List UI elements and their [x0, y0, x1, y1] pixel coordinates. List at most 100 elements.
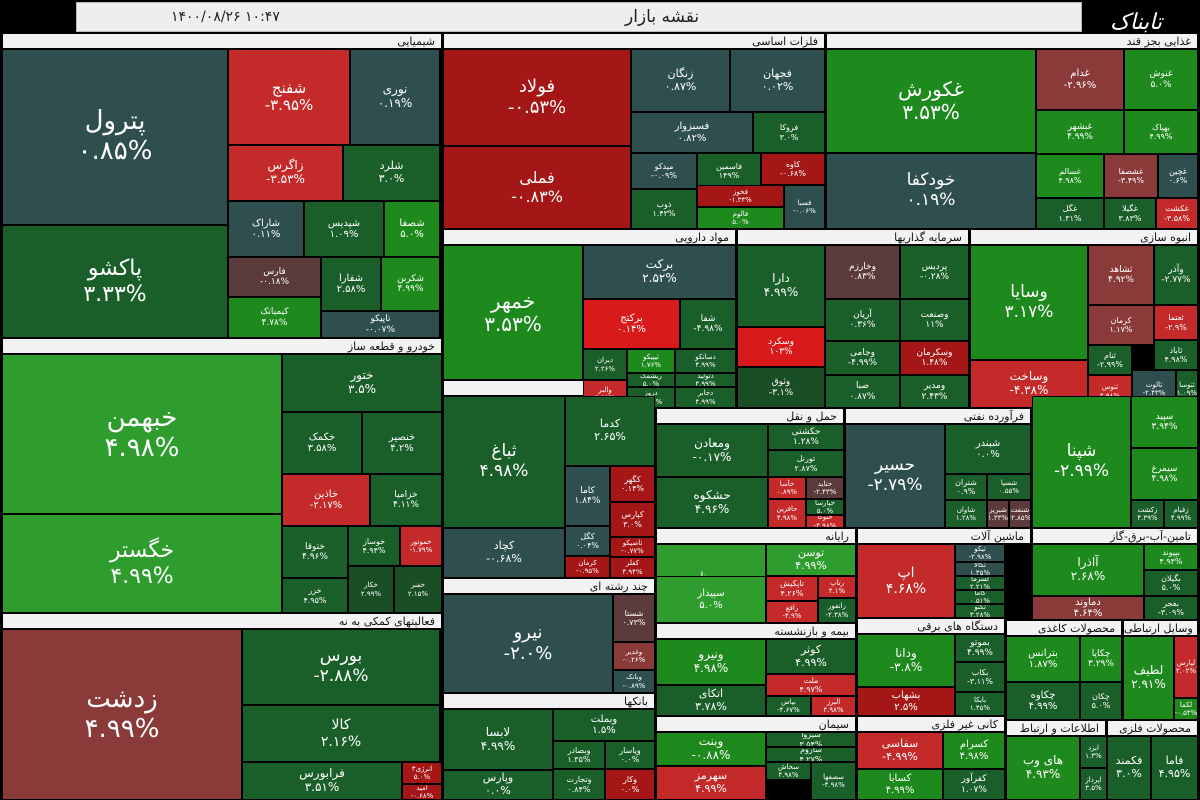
stock-tile[interactable]: تاپکیش ۴.۲۶% [766, 576, 818, 601]
stock-tile[interactable]: لکما -۰.۵۴% [1174, 698, 1198, 720]
stock-tile[interactable]: غکورش ۳.۵۳% [826, 49, 1036, 153]
stock-tile[interactable]: کاوه -۰.۶۸% [761, 153, 825, 185]
stock-tile[interactable]: ختوقا ۴.۹۶% [282, 526, 348, 578]
stock-tile[interactable]: کرمان ۱.۱۷% [1088, 305, 1154, 345]
stock-tile[interactable]: زاگرس -۳.۵۳% [228, 145, 343, 201]
stock-tile[interactable]: سیزوا ۳.۵۴% [766, 732, 856, 747]
stock-tile[interactable]: شپنا -۲.۹۹% [1032, 396, 1131, 528]
sector-header-auto[interactable]: خودرو و قطعه ساز [2, 338, 442, 354]
stock-tile[interactable]: پردیس -۰.۲۸% [900, 245, 969, 299]
stock-tile[interactable]: رتاپ ۴.۱% [818, 576, 856, 598]
stock-tile[interactable]: بترانس ۱.۸۷% [1006, 636, 1080, 682]
stock-tile[interactable]: کسرام ۴.۹۸% [943, 732, 1005, 769]
sector-header-nonmetal[interactable]: کانی غیر فلزی [857, 716, 1005, 732]
sector-header-food[interactable]: غذایی بجز قند [826, 33, 1198, 49]
stock-tile[interactable]: سپیدار ۵.۰% [656, 576, 766, 623]
stock-tile[interactable]: شفارا ۲.۵۸% [321, 257, 381, 311]
stock-tile[interactable]: فاما ۴.۹۵% [1151, 736, 1198, 800]
stock-tile[interactable]: ومعادن -۰.۱۷% [656, 424, 768, 477]
stock-tile[interactable]: وسایا ۳.۱۷% [970, 245, 1088, 360]
stock-tile[interactable]: وغدیر -۰.۲۶% [613, 642, 655, 670]
stock-tile[interactable]: شپدیس ۱.۰۹% [304, 201, 384, 257]
sector-header-cement[interactable]: سیمان [656, 716, 856, 732]
stock-tile[interactable]: وثوق -۳.۱% [737, 367, 825, 408]
stock-tile[interactable]: تکنو ۳.۲۸% [955, 604, 1005, 618]
stock-tile[interactable]: تیپیکو ۱.۷۶% [627, 349, 675, 373]
sector-header-multi[interactable]: چند رشته ای [443, 578, 655, 594]
stock-tile[interactable]: خکار ۲.۹۹% [348, 566, 394, 613]
stock-tile[interactable]: فروکا ۳.۰% [753, 112, 825, 153]
stock-tile[interactable]: لسرما ۲.۲۱% [955, 576, 1005, 590]
stock-tile[interactable]: سفاسی -۴.۹۹% [857, 732, 943, 769]
stock-tile[interactable]: بپاس -۴.۶۷% [766, 696, 811, 716]
stock-tile[interactable]: ونیرو ۴.۹۸% [656, 639, 766, 685]
sector-header-utility[interactable]: تامین-آب-برق-گاز [1032, 528, 1198, 544]
stock-tile[interactable]: پاکشو ۳.۳۳% [2, 225, 228, 338]
stock-tile[interactable]: خمهر ۳.۵۳% [443, 245, 583, 380]
stock-tile[interactable]: فاسمین ۱۴۹% [697, 153, 761, 189]
stock-tile[interactable]: غنوش ۵.۰% [1124, 49, 1198, 110]
stock-tile[interactable]: وصنعت ۱۱% [900, 299, 969, 341]
stock-tile[interactable]: کوثر ۴.۹۹% [766, 639, 856, 674]
sector-header-invest[interactable]: سرمایه گذاریها [737, 229, 969, 245]
stock-tile[interactable]: ساروم ۴.۲۷% [766, 747, 856, 762]
stock-tile[interactable]: خموتور -۱.۷۹% [400, 526, 442, 566]
stock-tile[interactable]: غسالم ۴.۹۸% [1036, 154, 1104, 198]
stock-tile[interactable]: خنصیر ۴.۲% [362, 412, 442, 474]
stock-tile[interactable]: کچاد -۰.۶۸% [443, 528, 565, 578]
stock-tile[interactable]: فولاد -۰.۵۳% [443, 49, 631, 146]
stock-tile[interactable]: وپارس ۰.۰% [443, 770, 553, 800]
stock-tile[interactable]: وبصادر ۱.۳۵% [553, 741, 605, 769]
stock-tile[interactable]: توسن ۴.۹۹% [766, 544, 856, 576]
stock-tile[interactable]: آاذرا ۲.۶۸% [1032, 544, 1144, 596]
sector-header-insurance[interactable]: بیمه و بازنشسته [656, 623, 856, 639]
stock-tile[interactable]: ثشاهد ۴.۹۲% [1088, 245, 1154, 305]
stock-tile[interactable]: سهرمز ۴.۹۹% [656, 766, 766, 800]
stock-tile[interactable]: خزر ۴.۹۵% [282, 578, 348, 613]
stock-tile[interactable]: وبملت ۱.۵% [553, 709, 655, 741]
stock-tile[interactable]: سپید ۳.۹۴% [1131, 396, 1198, 448]
stock-tile[interactable]: تورنل ۲.۸۷% [768, 450, 844, 477]
stock-tile[interactable]: بکاب -۳.۱۱% [955, 662, 1005, 692]
stock-tile[interactable]: برکتج ۰.۱۴% [583, 299, 680, 349]
stock-tile[interactable]: فرابورس ۳.۵۱% [242, 762, 402, 800]
stock-tile[interactable]: کپارس ۳.۰% [610, 502, 655, 537]
stock-tile[interactable]: حسیر -۲.۷۹% [845, 424, 945, 528]
stock-tile[interactable]: سخاش ۴.۹۸% [766, 762, 811, 780]
stock-tile[interactable]: وجامی -۴.۹۹% [825, 341, 900, 375]
stock-tile[interactable]: حشکوه ۴.۹۶% [656, 477, 768, 528]
stock-tile[interactable]: شبریز ۱.۳۳% [987, 500, 1009, 528]
stock-tile[interactable]: وآذر -۲.۷۷% [1154, 245, 1198, 305]
stock-tile[interactable]: کسابا ۴.۹۹% [857, 769, 943, 800]
stock-tile[interactable]: غگیلا ۳.۸۳% [1104, 198, 1156, 229]
stock-tile[interactable]: بهپاک ۴.۹۹% [1124, 110, 1198, 154]
stock-tile[interactable]: کفلر ۴.۹۴% [610, 557, 655, 578]
stock-tile[interactable]: ختور ۳.۵% [282, 354, 442, 412]
stock-tile[interactable]: سصفها -۴.۹۸% [811, 762, 856, 800]
stock-tile[interactable]: شستا ۰.۷۳% [613, 594, 655, 642]
stock-tile[interactable]: ثباغ ۴.۹۸% [443, 396, 565, 528]
stock-tile[interactable]: آریان ۰.۳۶% [825, 299, 900, 341]
stock-tile[interactable]: لطیف ۲.۹۱% [1123, 636, 1174, 720]
stock-tile[interactable]: تیکو -۲.۹۸% [955, 544, 1005, 562]
stock-tile[interactable]: ثاباد ۴.۹۸% [1154, 340, 1198, 370]
stock-tile[interactable]: دتولید ۴.۹۹% [675, 373, 736, 387]
stock-tile[interactable]: شنفت -۲.۸۵% [1009, 500, 1031, 528]
stock-tile[interactable]: لابسا ۴.۹۹% [443, 709, 553, 770]
stock-tile[interactable]: ثعتما -۲.۹% [1154, 305, 1198, 340]
sector-header-machine[interactable]: ماشین آلات [857, 528, 1031, 544]
stock-tile[interactable]: غشصفا -۳.۴۹% [1104, 154, 1158, 198]
sector-header-misc[interactable]: فعالیتهای کمکی به نه [2, 613, 442, 629]
stock-tile[interactable]: وخارزم ۰.۸۳% [825, 245, 900, 299]
stock-tile[interactable]: غگل ۱.۳۱% [1036, 198, 1104, 229]
stock-tile[interactable]: ذوب ۱.۴۳% [631, 189, 697, 229]
stock-tile[interactable]: دماوند ۴.۶۴% [1032, 596, 1144, 620]
stock-tile[interactable]: ثنام -۲.۹۹% [1088, 345, 1132, 375]
stock-tile[interactable]: اتکای ۳.۷۸% [656, 685, 766, 716]
stock-tile[interactable]: زنگان ۰.۸۷% [631, 49, 730, 112]
stock-tile[interactable]: چکان ۵.۰% [1080, 682, 1122, 720]
stock-tile[interactable]: وسکرد ۱۰۳% [737, 327, 825, 367]
stock-tile[interactable]: فالوم ۵.۰% [697, 207, 784, 229]
stock-tile[interactable]: کرمان -۰.۹۵% [565, 556, 610, 578]
stock-tile[interactable]: پترول ۰.۸۵% [2, 49, 228, 225]
